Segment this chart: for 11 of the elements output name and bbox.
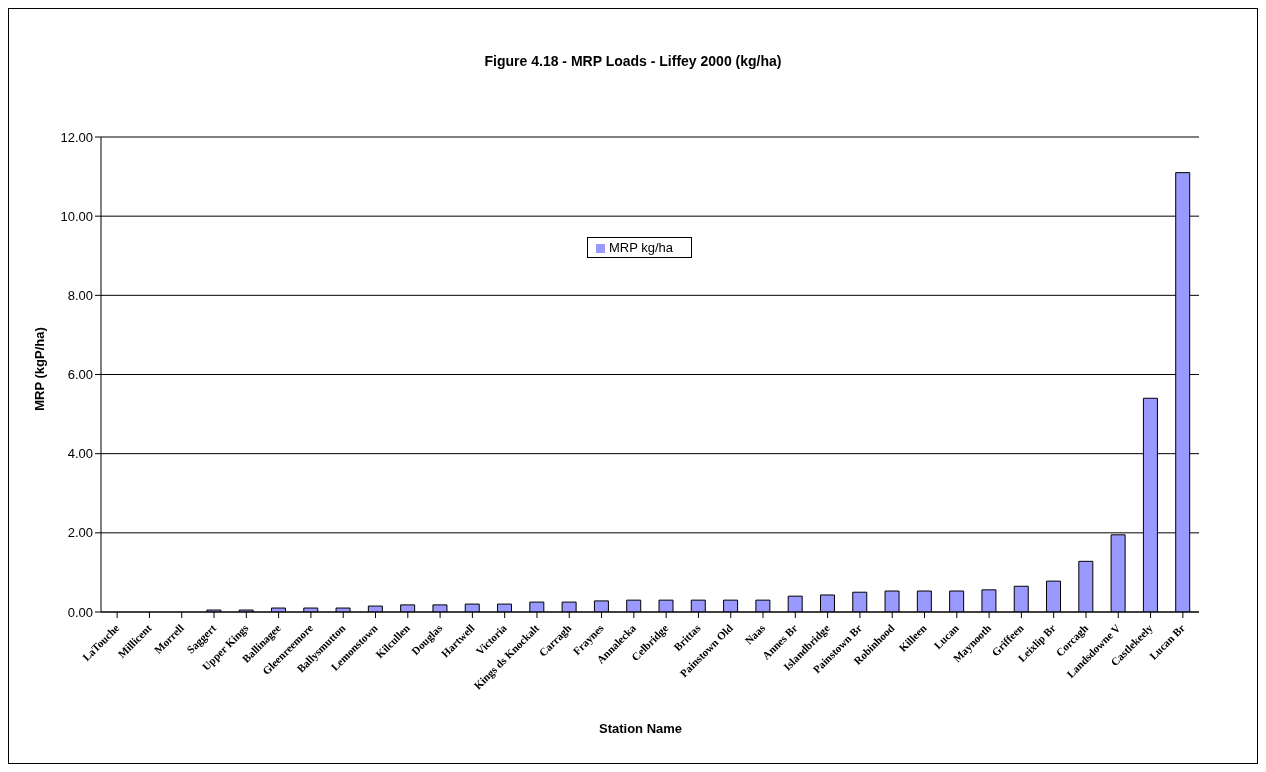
y-tick-label: 4.00 (67, 446, 93, 462)
legend-label: MRP kg/ha (609, 240, 674, 255)
y-tick-label: 12.00 (60, 129, 93, 145)
chart-title: Figure 4.18 - MRP Loads - Liffey 2000 (kg/ha) (483, 53, 783, 69)
y-tick-label: 10.00 (60, 208, 93, 224)
y-tick-label: 8.00 (67, 287, 93, 303)
y-tick-label: 2.00 (67, 525, 93, 541)
y-tick-label: 6.00 (67, 367, 93, 383)
y-axis-title: MRP (kgP/ha) (31, 327, 47, 411)
y-tick-label: 0.00 (67, 604, 93, 620)
x-axis-title: Station Name (599, 721, 683, 736)
